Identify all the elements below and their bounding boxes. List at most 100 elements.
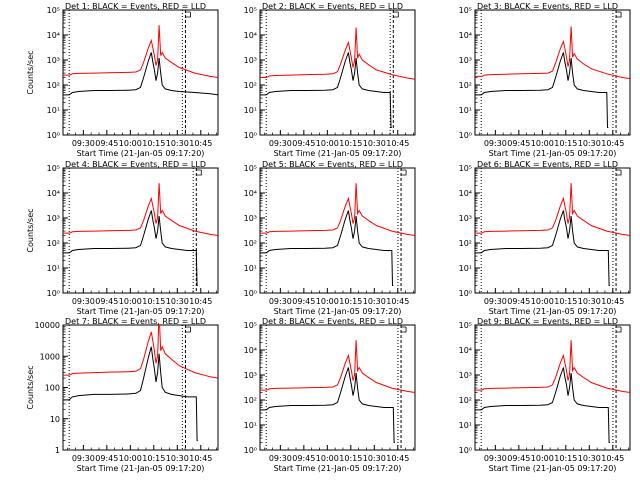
y-tick-label: 10³	[244, 56, 257, 65]
x-tick-label: 10:45	[386, 297, 409, 306]
plot-frame	[474, 324, 631, 451]
y-axis-label: Counts/sec	[26, 50, 35, 94]
x-axis-label: Start Time (21-Jan-05 09:17:20)	[274, 307, 402, 316]
x-tick-label: 10:15	[339, 454, 362, 463]
chart-panel: Det 5: BLACK = Events, RED = LLD 10⁰ 10¹ 10…	[244, 160, 416, 316]
chart-title: Det 7: BLACK = Events, RED = LLD	[65, 317, 206, 326]
plot-frame	[62, 167, 219, 294]
y-tick-label: 10⁴	[459, 31, 472, 40]
chart-panel: Det 6: BLACK = Events, RED = LLD 10⁰ 10¹ 10…	[459, 160, 631, 316]
end-marker	[185, 326, 191, 333]
y-tick-label: 10⁴	[459, 189, 472, 198]
end-marker	[393, 11, 399, 18]
x-tick-label: 10:30	[363, 139, 386, 148]
series-lld-line	[260, 27, 415, 80]
y-tick-label: 10	[50, 415, 60, 424]
chart-panel: Det 1: BLACK = Events, RED = LLD 10⁰ 10¹ 10…	[26, 2, 219, 158]
x-tick-label: 10:30	[166, 139, 189, 148]
y-tick-label: 10³	[47, 214, 60, 223]
chart-title: Det 6: BLACK = Events, RED = LLD	[477, 160, 618, 169]
chart-panel: Det 4: BLACK = Events, RED = LLD 10⁰ 10¹ 10…	[26, 160, 219, 316]
y-tick-label: 10⁵	[459, 6, 472, 15]
y-tick-label: 1	[55, 446, 60, 455]
x-axis-label: Start Time (21-Jan-05 09:17:20)	[489, 149, 617, 158]
chart-title: Det 8: BLACK = Events, RED = LLD	[262, 317, 403, 326]
x-tick-label: 10:00	[531, 454, 554, 463]
y-tick-label: 10⁵	[244, 164, 257, 173]
y-tick-label: 10³	[459, 371, 472, 380]
y-tick-label: 10⁵	[459, 321, 472, 330]
y-tick-label: 10⁴	[244, 31, 257, 40]
x-tick-label: 10:30	[363, 454, 386, 463]
x-tick-label: 10:30	[363, 297, 386, 306]
plot-frame	[474, 167, 631, 294]
chart-title: Det 3: BLACK = Events, RED = LLD	[477, 2, 618, 11]
series-events-line	[475, 367, 610, 443]
chart-title: Det 5: BLACK = Events, RED = LLD	[262, 160, 403, 169]
x-axis-label: Start Time (21-Jan-05 09:17:20)	[274, 149, 402, 158]
x-tick-label: 10:45	[189, 297, 212, 306]
x-tick-label: 10:45	[601, 297, 624, 306]
x-tick-label: 10:00	[316, 454, 339, 463]
y-tick-label: 10⁵	[244, 6, 257, 15]
y-tick-label: 10⁰	[244, 446, 257, 455]
x-tick-label: 10:00	[531, 139, 554, 148]
x-tick-label: 10:15	[554, 297, 577, 306]
x-tick-label: 10:45	[601, 139, 624, 148]
y-tick-label: 100	[45, 384, 60, 393]
x-tick-label: 10:30	[166, 297, 189, 306]
x-axis-label: Start Time (21-Jan-05 09:17:20)	[77, 149, 205, 158]
y-tick-label: 10⁰	[459, 131, 472, 140]
y-tick-label: 10⁰	[459, 446, 472, 455]
y-tick-label: 10⁰	[244, 289, 257, 298]
end-marker	[401, 326, 407, 333]
y-tick-label: 10000	[35, 321, 60, 330]
series-lld-line	[475, 183, 630, 236]
x-tick-label: 10:15	[339, 139, 362, 148]
series-lld-line	[63, 325, 218, 379]
y-tick-label: 10⁴	[459, 346, 472, 355]
x-tick-label: 09:30	[269, 297, 292, 306]
y-tick-label: 10¹	[47, 106, 60, 115]
y-tick-label: 10⁴	[47, 31, 60, 40]
plot-frame	[259, 9, 416, 136]
x-axis-label: Start Time (21-Jan-05 09:17:20)	[489, 307, 617, 316]
x-tick-label: 09:45	[292, 297, 315, 306]
series-events-line	[475, 52, 609, 128]
y-tick-label: 10²	[459, 239, 472, 248]
chart-title: Det 9: BLACK = Events, RED = LLD	[477, 317, 618, 326]
y-tick-label: 10⁵	[244, 321, 257, 330]
x-tick-label: 09:45	[507, 454, 530, 463]
plot-frame	[474, 9, 631, 136]
plot-frame	[62, 9, 219, 136]
x-axis-label: Start Time (21-Jan-05 09:17:20)	[274, 464, 402, 473]
y-tick-label: 10¹	[244, 421, 257, 430]
chart-panel: Det 3: BLACK = Events, RED = LLD 10⁰ 10¹ 10…	[459, 2, 631, 158]
y-tick-label: 10²	[244, 81, 257, 90]
x-tick-label: 09:30	[484, 297, 507, 306]
chart-panel: Det 7: BLACK = Events, RED = LLD 1 10 100 10…	[26, 317, 219, 473]
chart-panel: Det 9: BLACK = Events, RED = LLD 10⁰ 10¹ 10…	[459, 317, 631, 473]
y-tick-label: 10²	[244, 239, 257, 248]
y-tick-label: 10¹	[244, 264, 257, 273]
chart-panel: Det 8: BLACK = Events, RED = LLD 10⁰ 10¹ 10…	[244, 317, 416, 473]
chart-panel: Det 2: BLACK = Events, RED = LLD 10⁰ 10¹ 10…	[244, 2, 416, 158]
x-tick-label: 10:45	[189, 139, 212, 148]
x-tick-label: 09:30	[72, 139, 95, 148]
x-tick-label: 10:15	[554, 139, 577, 148]
plot-frame	[62, 324, 219, 451]
y-tick-label: 10²	[459, 81, 472, 90]
y-tick-label: 10⁰	[459, 289, 472, 298]
chart-title: Det 2: BLACK = Events, RED = LLD	[262, 2, 403, 11]
series-events-line	[63, 210, 198, 286]
series-lld-line	[63, 183, 218, 236]
series-lld-line	[475, 26, 630, 80]
x-tick-label: 09:30	[484, 454, 507, 463]
series-events-line	[260, 367, 395, 443]
y-tick-label: 10³	[244, 371, 257, 380]
y-tick-label: 10¹	[47, 264, 60, 273]
x-tick-label: 10:15	[142, 139, 165, 148]
x-axis-label: Start Time (21-Jan-05 09:17:20)	[77, 464, 205, 473]
y-tick-label: 10⁵	[47, 6, 60, 15]
